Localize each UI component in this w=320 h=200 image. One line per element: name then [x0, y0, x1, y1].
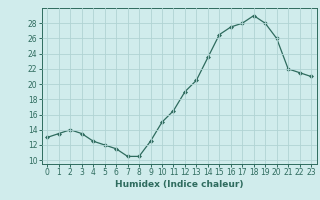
X-axis label: Humidex (Indice chaleur): Humidex (Indice chaleur) — [115, 180, 244, 189]
